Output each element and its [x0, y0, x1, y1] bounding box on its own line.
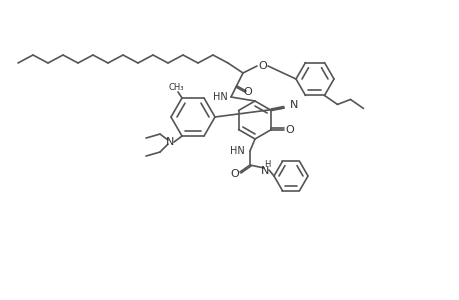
- Text: O: O: [243, 87, 252, 97]
- Text: O: O: [258, 61, 267, 71]
- Text: N: N: [289, 100, 298, 110]
- Text: O: O: [285, 124, 293, 134]
- Text: N: N: [260, 166, 269, 176]
- Text: CH₃: CH₃: [168, 83, 183, 92]
- Text: HN: HN: [213, 92, 228, 102]
- Text: HN: HN: [230, 146, 245, 156]
- Text: N: N: [165, 137, 174, 147]
- Text: O: O: [230, 169, 239, 179]
- Text: H: H: [263, 160, 269, 169]
